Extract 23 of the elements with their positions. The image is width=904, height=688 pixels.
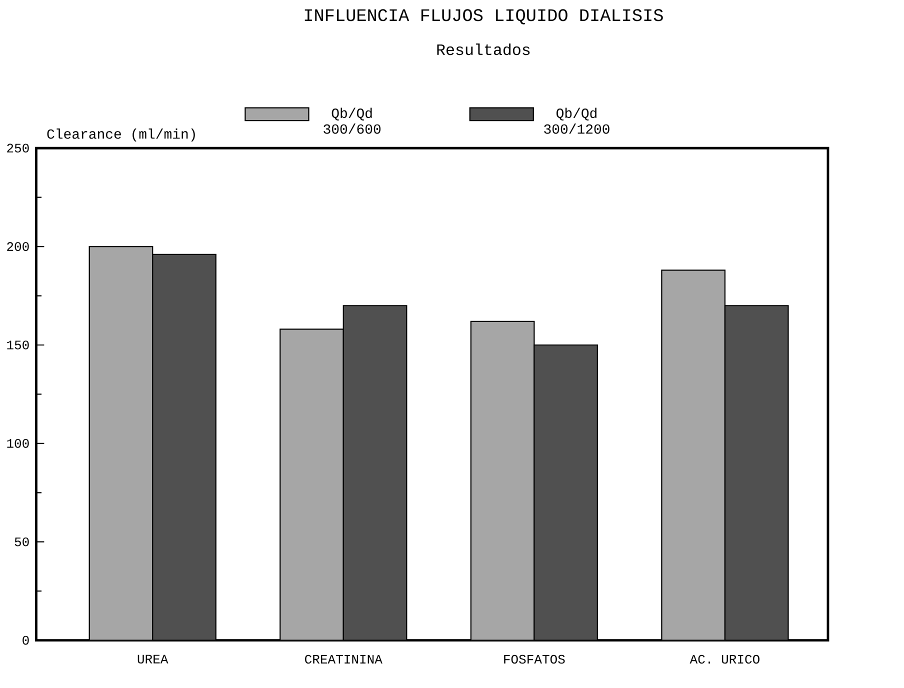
bar xyxy=(661,270,726,641)
y-axis-title: Clearance (ml/min) xyxy=(47,128,195,142)
bar xyxy=(280,328,344,641)
chart-subtitle: Resultados xyxy=(437,44,530,56)
x-tick-label: CREATININA xyxy=(305,655,382,664)
bar xyxy=(152,254,216,641)
y-tick-label: 200 xyxy=(7,242,29,252)
bar xyxy=(534,344,598,641)
legend-label: Qb/Qd 300/1200 xyxy=(544,108,610,134)
y-tick-label: 150 xyxy=(7,340,29,350)
y-tick-label: 100 xyxy=(7,439,29,448)
x-tick-label: UREA xyxy=(138,655,168,664)
bar xyxy=(724,305,789,641)
y-tick-label: 50 xyxy=(14,538,29,546)
x-tick-label: AC. URICO xyxy=(690,655,760,664)
bar xyxy=(342,305,408,641)
x-tick-label: FOSFATOS xyxy=(504,655,565,664)
bar xyxy=(470,321,535,641)
chart-title: INFLUENCIA FLUJOS LIQUIDO DIALISIS xyxy=(304,9,663,25)
legend-label: Qb/Qd 300/600 xyxy=(324,108,381,134)
y-tick-label: 250 xyxy=(7,144,29,153)
y-tick-label: 0 xyxy=(22,636,29,645)
bar xyxy=(88,246,154,641)
